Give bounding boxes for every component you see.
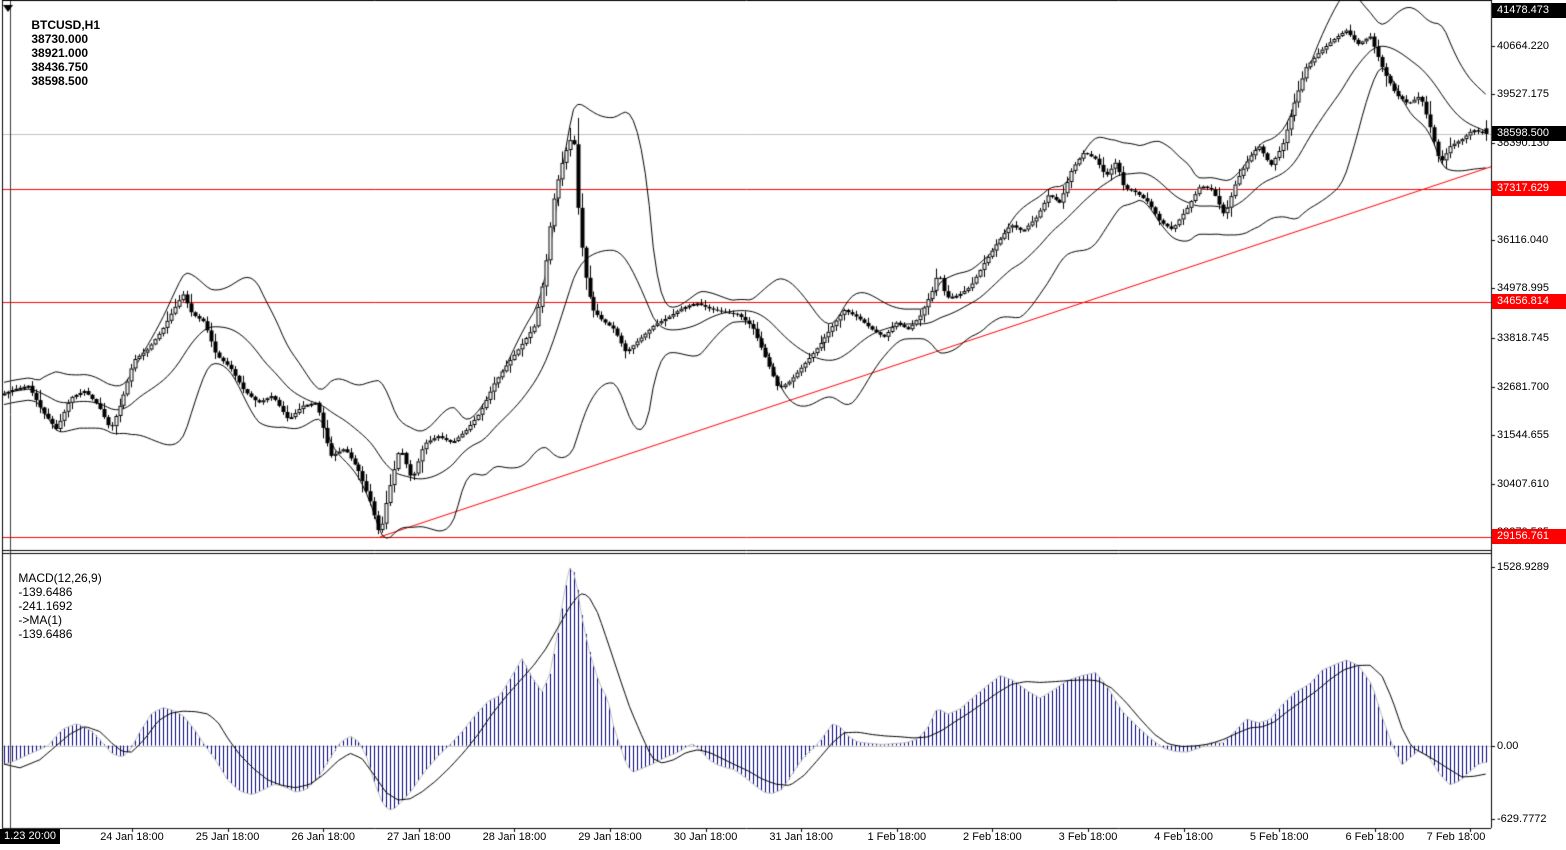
macd-overlay-value: -139.6486 xyxy=(18,627,73,641)
time-axis-label: 2 Feb 18:00 xyxy=(963,831,1022,843)
price-axis-tick-label: 33818.745 xyxy=(1497,331,1549,344)
price-axis-tick-label: 32681.700 xyxy=(1497,380,1549,393)
price-axis-badge-price: 41478.473 xyxy=(1492,3,1566,18)
price-axis-tick-label: 36116.040 xyxy=(1497,233,1549,246)
time-axis-label: 5 Feb 18:00 xyxy=(1249,831,1309,843)
macd-main-value: -139.6486 xyxy=(18,585,73,599)
price-axis-badge-level: 29156.761 xyxy=(1492,528,1566,544)
time-axis-label: 1 Feb 18:00 xyxy=(867,831,927,843)
time-marker-badge: 1.23 20:00 xyxy=(0,829,60,844)
time-axis-label: 6 Feb 18:00 xyxy=(1345,831,1405,843)
price-axis-tick-label: 39527.175 xyxy=(1497,88,1549,101)
time-axis-label: 24 Jan 18:00 xyxy=(100,831,164,843)
price-axis-tick-label: 34978.995 xyxy=(1497,282,1549,295)
time-axis-label: 31 Jan 18:00 xyxy=(769,831,833,843)
time-axis-label: 26 Jan 18:00 xyxy=(291,831,355,843)
time-axis-label: 25 Jan 18:00 xyxy=(195,831,260,843)
time-axis-label: 4 Feb 18:00 xyxy=(1154,831,1213,843)
price-axis-tick-label: 30407.610 xyxy=(1497,477,1549,490)
time-axis-label: 29 Jan 18:00 xyxy=(578,831,642,843)
time-axis-label: 28 Jan 18:00 xyxy=(482,831,547,843)
macd-name: MACD(12,26,9) xyxy=(18,571,102,585)
bar-low-value: 38436.750 xyxy=(31,60,89,74)
bar-open-value: 38730.000 xyxy=(31,32,89,46)
time-axis-label: 30 Jan 18:00 xyxy=(673,831,738,843)
price-axis-tick-label: 40664.220 xyxy=(1497,39,1549,52)
time-axis-label: 7 Feb 18:00 xyxy=(1426,831,1486,843)
bar-high-value: 38921.000 xyxy=(31,46,89,60)
macd-axis-tick-label: 0.00 xyxy=(1497,739,1519,752)
price-axis-badge-level: 37317.629 xyxy=(1492,180,1566,196)
macd-indicator-label: MACD(12,26,9) -139.6486 -241.1692 ->MA(1… xyxy=(5,557,109,655)
time-axis-label: 27 Jan 18:00 xyxy=(386,831,451,843)
price-axis-badge-price: 38598.500 xyxy=(1492,125,1566,141)
macd-signal-value: -241.1692 xyxy=(18,599,73,613)
macd-axis-tick-label: 1528.9289 xyxy=(1497,560,1549,573)
chart-title: BTCUSD,H1 38730.000 38921.000 38436.750 … xyxy=(18,4,108,102)
symbol-period-label: BTCUSD,H1 xyxy=(31,18,101,32)
macd-axis-tick-label: -629.7772 xyxy=(1497,813,1547,826)
time-axis-label: 3 Feb 18:00 xyxy=(1058,831,1118,843)
price-axis-tick-label: 31544.655 xyxy=(1497,429,1549,442)
bar-close-value: 38598.500 xyxy=(31,74,89,88)
price-axis-badge-level: 34656.814 xyxy=(1492,294,1566,310)
macd-overlay-label: ->MA(1) xyxy=(18,613,63,627)
